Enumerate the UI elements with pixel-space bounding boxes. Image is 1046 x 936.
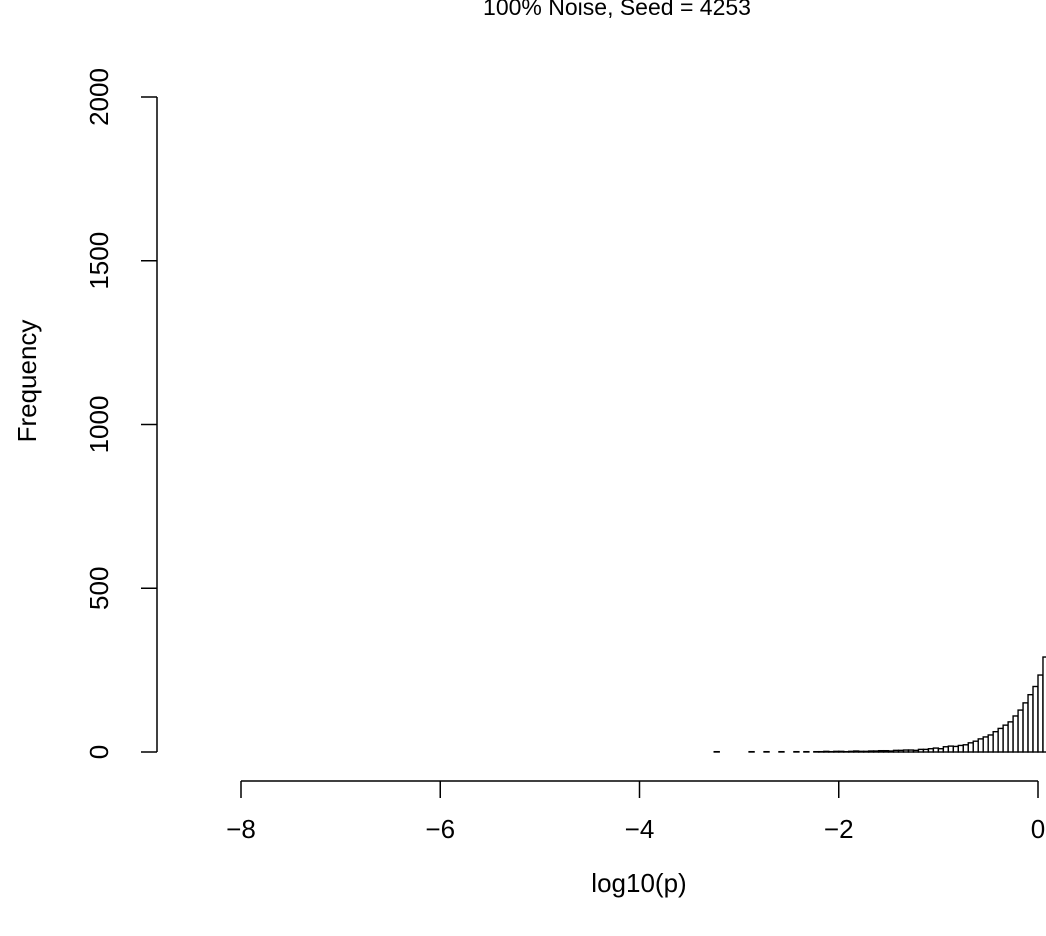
histogram-bar [867,750,875,753]
histogram-bars [713,656,1046,753]
x-tick-label: −6 [425,814,455,844]
histogram-bar [937,748,945,753]
histogram-bar [947,745,955,753]
histogram-bar [957,744,964,753]
histogram-bar [942,746,950,753]
histogram-bar [887,750,895,753]
x-tick-label: 0 [1031,814,1045,844]
histogram-bar [1037,674,1044,753]
histogram-bar [927,748,935,753]
x-tick-label: −2 [824,814,854,844]
histogram-bar [967,742,974,753]
histogram-bar [872,750,880,753]
histogram-bar [857,750,865,753]
histogram-bar [912,749,920,753]
histogram-bar [1042,656,1046,753]
histogram-bar [892,749,900,753]
histogram-bar [982,736,989,753]
x-tick-label: −8 [226,814,256,844]
histogram-bar [1022,702,1029,753]
histogram-bar [997,727,1004,753]
x-axis-label: log10(p) [591,868,686,898]
y-tick-label: 1500 [84,232,114,290]
histogram-bar [1032,685,1039,753]
x-axis: −8 −6 −4 −2 0 [226,780,1045,844]
histogram-bar [823,750,830,753]
histogram-bar [897,749,905,753]
y-tick-label: 2000 [84,68,114,126]
histogram-bar [833,750,840,753]
histogram-bar [1007,721,1014,753]
x-tick-label: −4 [625,814,655,844]
histogram-bar [907,749,915,753]
histogram-bar [838,750,845,753]
histogram-bar [852,750,860,753]
histogram-bar [977,738,984,753]
y-axis-label: Frequency [12,320,42,443]
histogram-bar [1002,724,1009,753]
histogram-bar [932,747,940,753]
histogram-bar [972,740,979,753]
histogram-bar [877,749,885,753]
histogram-bar [1017,709,1024,753]
histogram-bar [862,750,870,753]
histogram-bar [922,748,930,753]
y-tick-label: 500 [84,567,114,610]
histogram-bar [1012,715,1019,753]
histogram-bar [962,744,969,753]
histogram-bar [902,749,910,753]
chart-title: 100% Noise, Seed = 4253 [483,0,751,20]
y-axis: 0 500 1000 1500 2000 [84,68,158,759]
histogram-bar [992,730,999,753]
histogram-bar [882,749,890,753]
histogram-bar [848,750,855,753]
y-tick-label: 1000 [84,396,114,454]
histogram-bar [952,745,959,753]
y-tick-label: 0 [84,745,114,759]
histogram-bar [1027,693,1034,753]
histogram-bar [987,734,994,753]
histogram-bar [917,748,925,753]
